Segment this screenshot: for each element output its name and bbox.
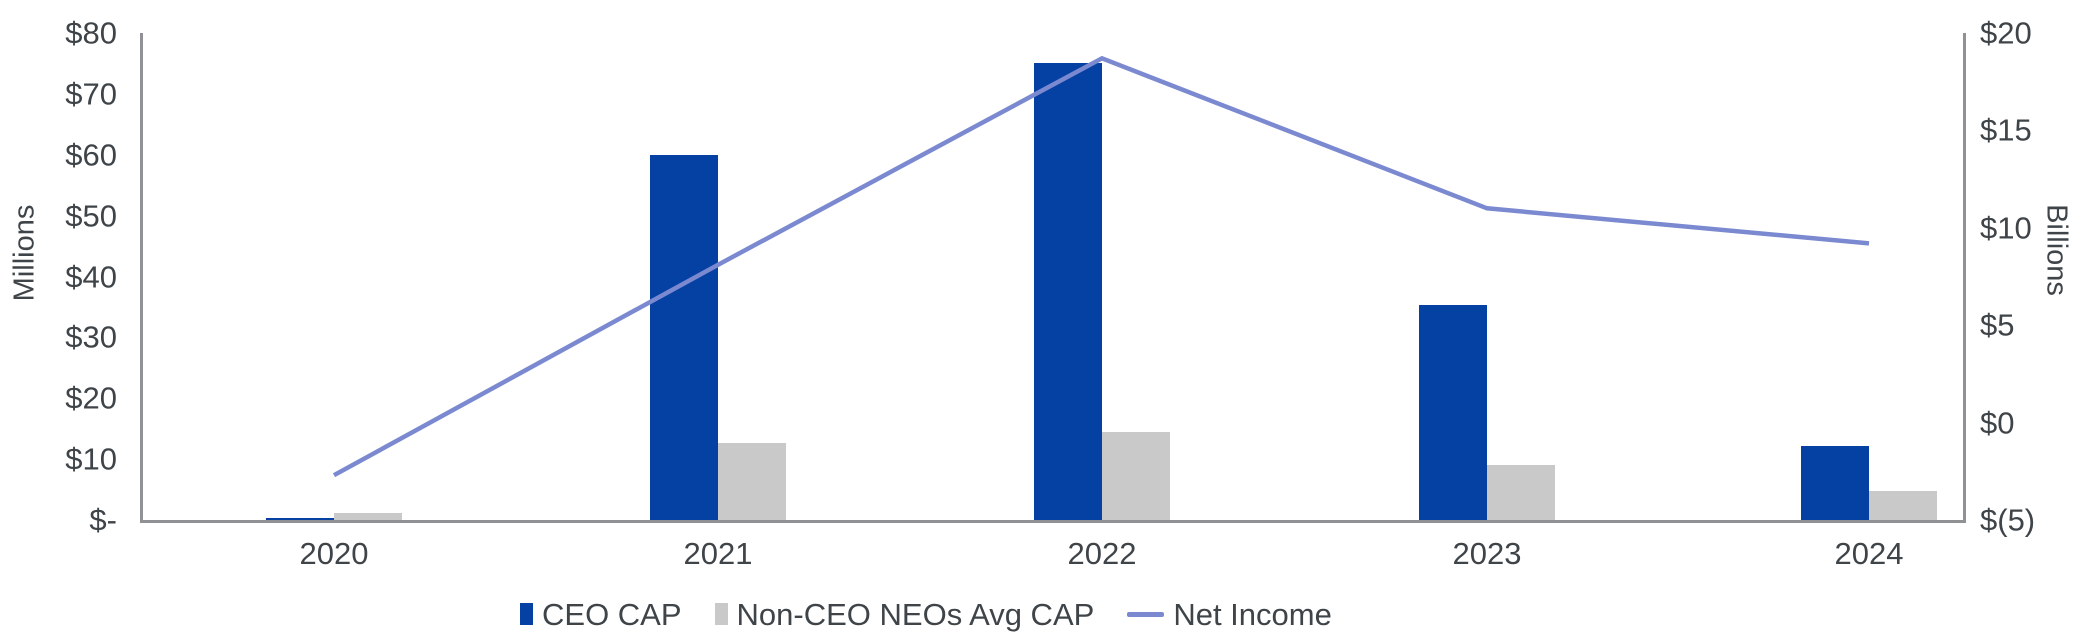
legend-label: Net Income	[1173, 596, 1332, 632]
legend-swatch-square	[520, 603, 533, 625]
left-axis-tick: $40	[65, 259, 117, 294]
non-ceo-neos-avg-cap-bar-2021	[718, 442, 786, 520]
ceo-cap-bar-2022	[1034, 63, 1102, 520]
net-income-polyline	[332, 55, 1870, 478]
x-axis-label-2022: 2022	[1067, 536, 1137, 571]
right-axis-tick: $10	[1980, 210, 2032, 246]
legend-item-ceo-cap: CEO CAP	[520, 599, 682, 630]
right-axis-tick: $20	[1980, 15, 2032, 51]
ceo-cap-bar-2024	[1801, 445, 1869, 520]
ceo-cap-bar-2023	[1419, 304, 1487, 520]
left-axis-tick: $-	[89, 502, 117, 538]
ceo-cap-bar-2021	[650, 154, 718, 520]
net-income-line	[332, 55, 1870, 478]
left-axis-tick: $70	[65, 76, 117, 112]
legend-label: CEO CAP	[542, 596, 682, 632]
legend-item-non-ceo-neos-avg-cap: Non-CEO NEOs Avg CAP	[714, 596, 1095, 632]
legend-swatch-square	[714, 603, 728, 625]
ceo-cap-bar-2020	[266, 517, 334, 520]
non-ceo-neos-avg-cap-bar-2022	[1102, 432, 1170, 520]
right-axis-tick: $0	[1980, 405, 2015, 441]
left-axis-tick: $10	[65, 441, 117, 477]
x-axis-label-2020: 2020	[299, 536, 369, 571]
legend-item-net-income: Net Income	[1127, 599, 1332, 630]
legend-label: Non-CEO NEOs Avg CAP	[736, 596, 1095, 632]
plot-inner	[143, 33, 1963, 520]
non-ceo-neos-avg-cap-bar-2024	[1869, 490, 1937, 520]
right-axis-tick: $(5)	[1980, 502, 2036, 538]
left-axis-tick: $50	[65, 198, 117, 234]
x-axis-label-2023: 2023	[1452, 536, 1522, 571]
left-axis-tick: $30	[65, 319, 117, 355]
legend-swatch-line	[1127, 611, 1165, 617]
x-axis-label-2024: 2024	[1834, 536, 1904, 571]
legend: CEO CAP Non-CEO NEOs Avg CAP Net Income	[520, 596, 1332, 632]
right-axis-tick: $15	[1980, 112, 2032, 148]
left-axis-tick: $60	[65, 137, 117, 173]
plot-area	[140, 33, 1966, 523]
left-axis-tick: $20	[65, 380, 117, 416]
non-ceo-neos-avg-cap-bar-2023	[1487, 465, 1555, 520]
left-axis-tick: $80	[65, 15, 117, 51]
right-axis-title: Billions	[2040, 204, 2073, 296]
x-axis-label-2021: 2021	[683, 536, 753, 571]
non-ceo-neos-avg-cap-bar-2020	[334, 512, 402, 520]
right-axis-tick: $5	[1980, 307, 2015, 343]
